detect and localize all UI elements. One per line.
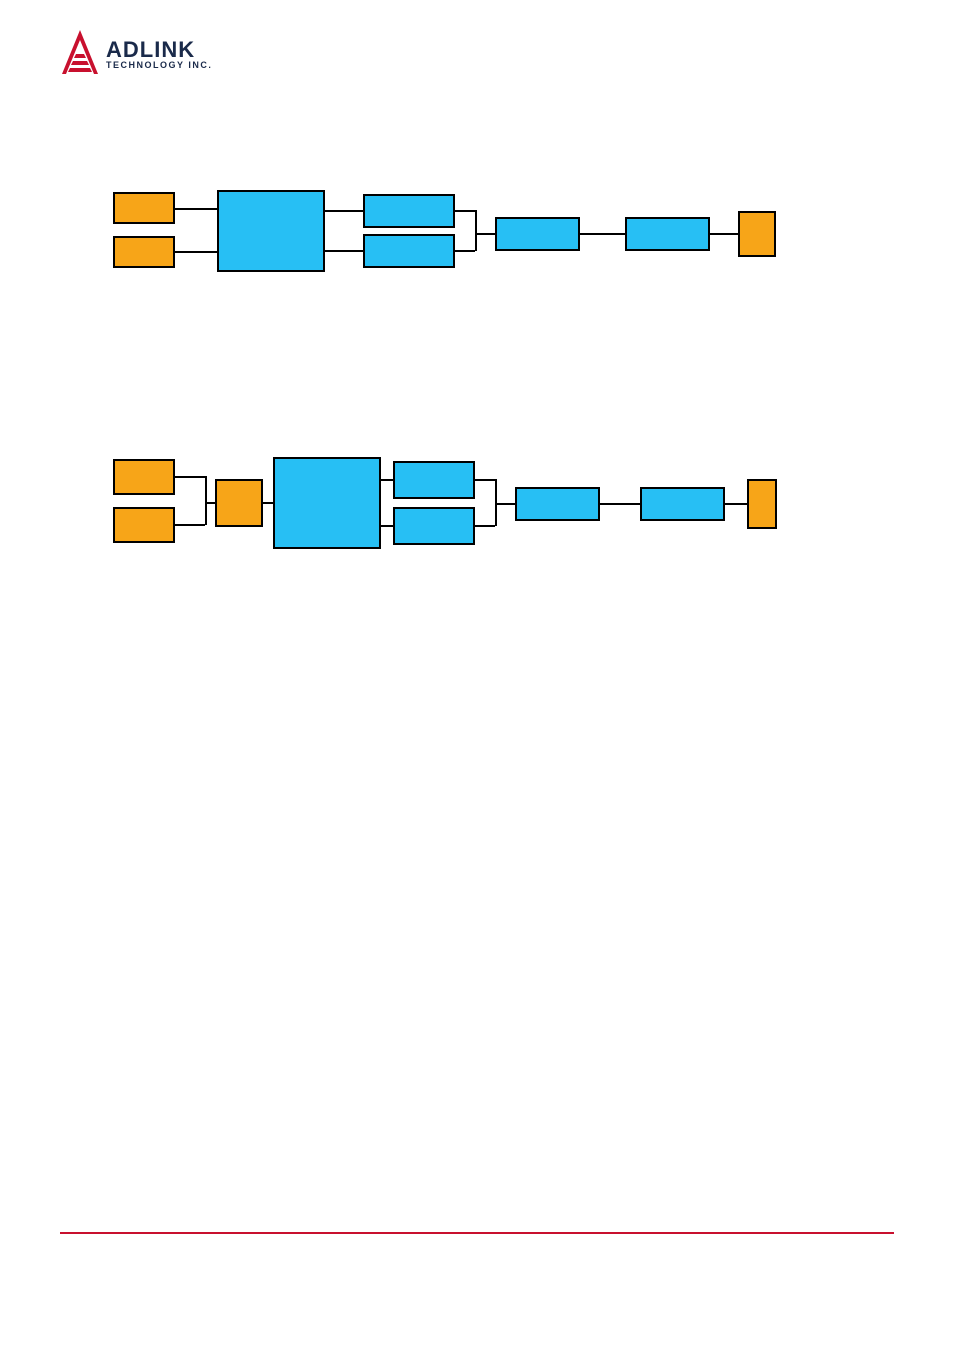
diagram-node <box>215 479 263 527</box>
diagram-edge <box>325 250 363 252</box>
diagram-edge <box>381 479 393 481</box>
diagram-edge <box>475 479 495 481</box>
diagram-node <box>495 217 580 251</box>
diagram-edge <box>710 233 738 235</box>
diagram-node <box>113 459 175 495</box>
diagram-edge <box>455 250 475 252</box>
diagram-edge <box>263 502 273 504</box>
diagram-edge <box>175 524 205 526</box>
diagram-edge <box>495 479 497 504</box>
diagram-node <box>273 457 381 549</box>
diagram-node <box>113 192 175 224</box>
diagram-node <box>738 211 776 257</box>
diagram-edge <box>475 210 477 235</box>
diagram-node <box>363 194 455 228</box>
logo-sub-text: TECHNOLOGY INC. <box>106 61 212 70</box>
diagram-node <box>747 479 777 529</box>
diagram-edge <box>495 503 515 505</box>
diagram-edge <box>495 503 497 526</box>
diagram-node <box>113 236 175 268</box>
diagram-node <box>363 234 455 268</box>
diagram-edge <box>325 210 363 212</box>
diagram-edge <box>381 525 393 527</box>
diagram-node <box>217 190 325 272</box>
diagram-edge <box>580 233 625 235</box>
diagram-edge <box>725 503 747 505</box>
diagram-edge <box>205 502 207 525</box>
block-diagram-1 <box>100 190 790 280</box>
diagram-node <box>640 487 725 521</box>
diagram-edge <box>455 210 475 212</box>
diagram-node <box>393 507 475 545</box>
diagram-edge <box>475 233 477 251</box>
diagram-edge <box>475 233 495 235</box>
diagram-node <box>515 487 600 521</box>
block-diagram-2 <box>100 455 790 553</box>
diagram-edge <box>175 208 217 210</box>
diagram-edge <box>600 503 640 505</box>
diagram-edge <box>175 476 205 478</box>
brand-logo: ADLINK TECHNOLOGY INC. <box>60 28 212 81</box>
logo-main-text: ADLINK <box>106 39 212 61</box>
footer-rule <box>60 1232 894 1234</box>
diagram-edge <box>205 476 207 503</box>
diagram-edge <box>175 251 217 253</box>
page: ADLINK TECHNOLOGY INC. <box>0 0 954 1352</box>
diagram-edge <box>475 525 495 527</box>
diagram-node <box>113 507 175 543</box>
diagram-node <box>393 461 475 499</box>
logo-text: ADLINK TECHNOLOGY INC. <box>106 39 212 70</box>
diagram-node <box>625 217 710 251</box>
logo-mark-icon <box>60 28 100 81</box>
